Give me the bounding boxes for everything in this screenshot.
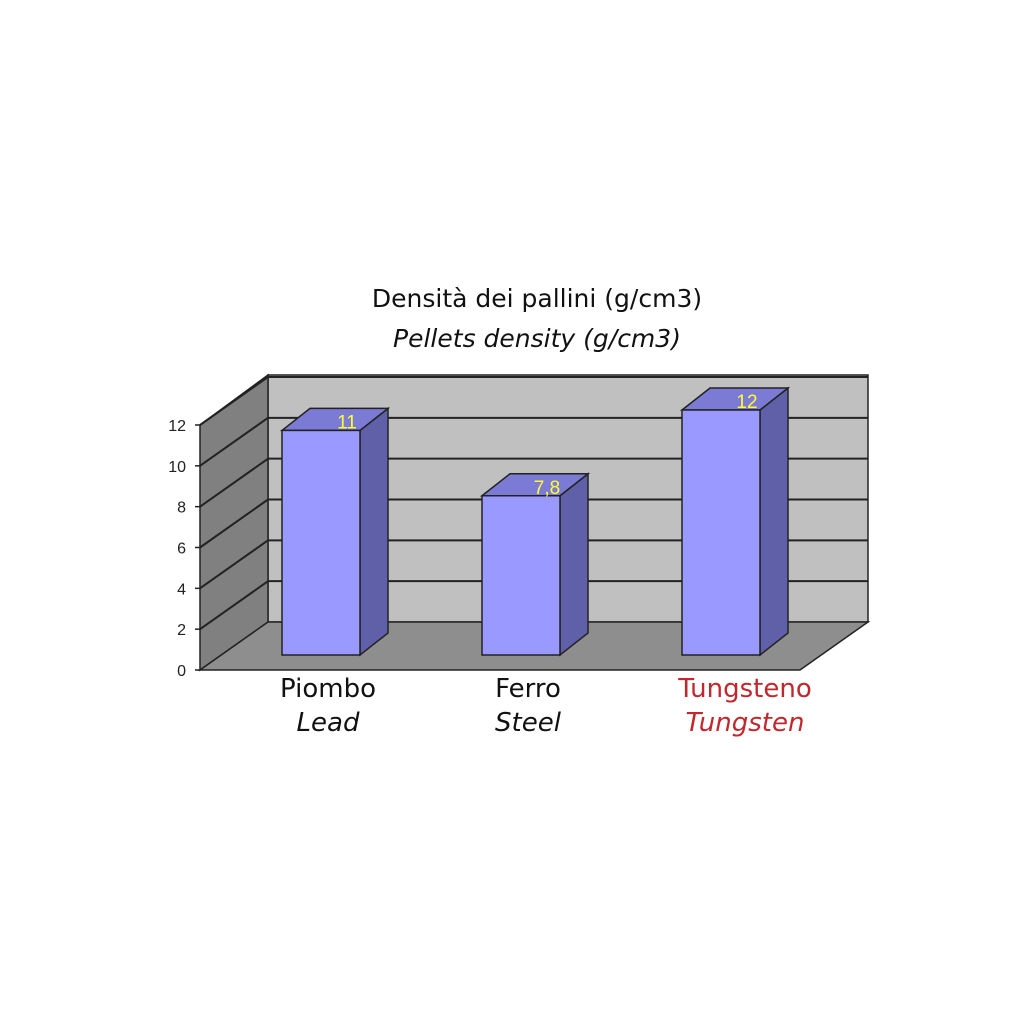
bar <box>681 409 761 656</box>
gridline-side <box>199 539 269 590</box>
gridline-side <box>199 457 269 508</box>
bar <box>281 429 361 656</box>
y-tick-label: 6 <box>177 541 186 558</box>
category-label-0: Piombo Lead <box>218 674 438 738</box>
data-label: 11 <box>337 412 357 433</box>
category-label-it: Piombo <box>280 674 376 704</box>
category-label-en: Steel <box>495 708 561 738</box>
category-label-2: Tungsteno Tungsten <box>635 674 855 738</box>
category-label-en: Tungsten <box>685 708 805 738</box>
category-label-it: Tungsteno <box>678 674 812 704</box>
category-label-en: Lead <box>296 708 360 738</box>
chart-subtitle: Pellets density (g/cm3) <box>393 324 681 353</box>
bar-side <box>359 406 389 657</box>
category-label-1: Ferro Steel <box>418 674 638 738</box>
y-tick-label: 2 <box>177 622 186 639</box>
y-tick-label: 4 <box>177 581 186 598</box>
bar <box>481 495 561 656</box>
data-label: 7,8 <box>534 478 560 499</box>
gridline-side <box>199 376 269 426</box>
y-tick-label: 0 <box>177 663 186 680</box>
y-tick-label: 8 <box>177 500 186 517</box>
bar-side <box>759 386 789 657</box>
category-label-it: Ferro <box>495 674 561 704</box>
y-tick-label: 12 <box>168 418 186 435</box>
data-label: 12 <box>736 392 757 413</box>
gridline-side <box>199 580 269 630</box>
y-tick-label: 10 <box>168 459 186 476</box>
gridline-side <box>199 498 269 549</box>
gridline-side <box>199 417 269 467</box>
chart-title: Densità dei pallini (g/cm3) <box>371 284 703 313</box>
bar-side <box>559 472 589 657</box>
